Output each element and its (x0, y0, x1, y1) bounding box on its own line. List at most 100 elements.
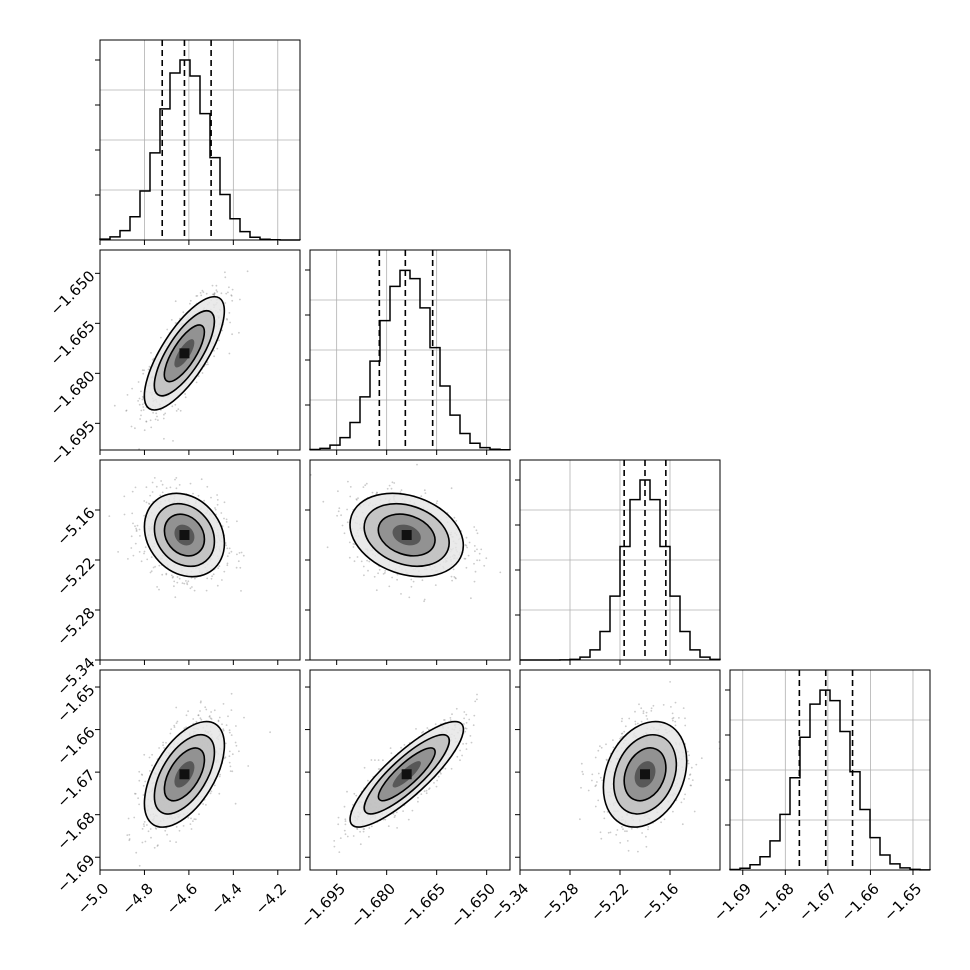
sample-point (228, 312, 231, 314)
sample-point (127, 817, 130, 820)
sample-point (213, 294, 216, 296)
panel-content (579, 681, 720, 853)
contour-line (349, 492, 465, 578)
sample-point (377, 768, 380, 770)
sample-point (230, 692, 233, 695)
sample-point (226, 564, 229, 567)
sample-point (181, 582, 184, 584)
sample-point (212, 573, 215, 576)
sample-point (465, 742, 468, 745)
sample-point (240, 551, 243, 554)
sample-point (201, 372, 204, 374)
sample-point (175, 706, 178, 709)
sample-point (154, 565, 157, 568)
sample-point (164, 412, 167, 415)
sample-point (349, 486, 352, 488)
sample-point (138, 770, 141, 773)
sample-point (150, 570, 153, 573)
sample-point (216, 584, 219, 587)
sample-point (153, 477, 156, 479)
sample-point (231, 753, 234, 756)
sample-point (231, 299, 234, 302)
sample-point (463, 723, 465, 725)
sample-point (362, 565, 365, 568)
sample-point (455, 707, 458, 710)
sample-point (623, 730, 626, 733)
sample-point (160, 336, 162, 339)
sample-point (150, 352, 152, 354)
sample-point (130, 535, 133, 538)
sample-point (203, 499, 206, 502)
sample-point (344, 820, 347, 822)
sample-point (455, 520, 458, 522)
sample-point (147, 830, 150, 833)
sample-point (227, 291, 229, 294)
contour-line (377, 513, 436, 557)
sample-point (140, 773, 143, 776)
sample-point (346, 790, 348, 793)
sample-point (145, 420, 148, 423)
sample-point (225, 292, 228, 295)
sample-point (224, 271, 226, 274)
sample-point (152, 411, 155, 414)
sample-point (137, 797, 140, 800)
sample-point (634, 723, 637, 726)
sample-point (200, 718, 203, 721)
sample-point (384, 570, 387, 572)
sample-point (145, 420, 148, 423)
sample-point (377, 759, 380, 761)
sample-point (154, 418, 157, 421)
sample-point (394, 814, 396, 817)
sample-point (242, 554, 245, 557)
sample-point (185, 726, 188, 729)
sample-point (155, 485, 158, 488)
sample-point (468, 541, 471, 544)
sample-point (213, 292, 216, 295)
sample-point (230, 294, 233, 296)
histogram-bars (729, 689, 931, 871)
sample-point (151, 481, 154, 484)
sample-point (179, 409, 182, 412)
sample-point (435, 502, 438, 505)
sample-point (417, 796, 419, 799)
sample-point (141, 395, 144, 398)
sample-point (141, 369, 144, 372)
sample-point (337, 490, 339, 493)
sample-point (220, 512, 223, 514)
sample-point (157, 419, 159, 421)
sample-point (163, 437, 165, 440)
sample-point (391, 481, 394, 484)
sample-point (164, 829, 167, 832)
sample-point (339, 837, 342, 839)
sample-point (337, 510, 340, 513)
sample-point (472, 724, 475, 727)
x-tick-label: −1.66 (838, 880, 883, 925)
sample-point (187, 710, 190, 713)
sample-point (597, 799, 600, 802)
sample-point (689, 784, 692, 787)
sample-point (198, 813, 200, 816)
sample-point (434, 723, 437, 725)
sample-point (215, 289, 218, 292)
sample-point (449, 717, 452, 719)
panel-frame (99, 669, 301, 871)
sample-point (163, 747, 166, 749)
sample-point (183, 582, 186, 585)
sample-point (247, 765, 250, 767)
density-peak (401, 530, 412, 540)
sample-point (154, 827, 157, 829)
sample-point (353, 792, 356, 795)
sample-point (402, 810, 404, 812)
sample-point (174, 403, 177, 406)
sample-point (428, 788, 430, 791)
sample-point (171, 405, 174, 408)
sample-point (132, 554, 135, 557)
sample-point (189, 823, 192, 825)
sample-point (410, 585, 413, 588)
sample-point (499, 571, 502, 574)
sample-point (326, 546, 329, 549)
sample-point (134, 792, 136, 795)
sample-point (162, 741, 165, 744)
contour-line (153, 310, 216, 397)
panel-frame (309, 249, 511, 451)
